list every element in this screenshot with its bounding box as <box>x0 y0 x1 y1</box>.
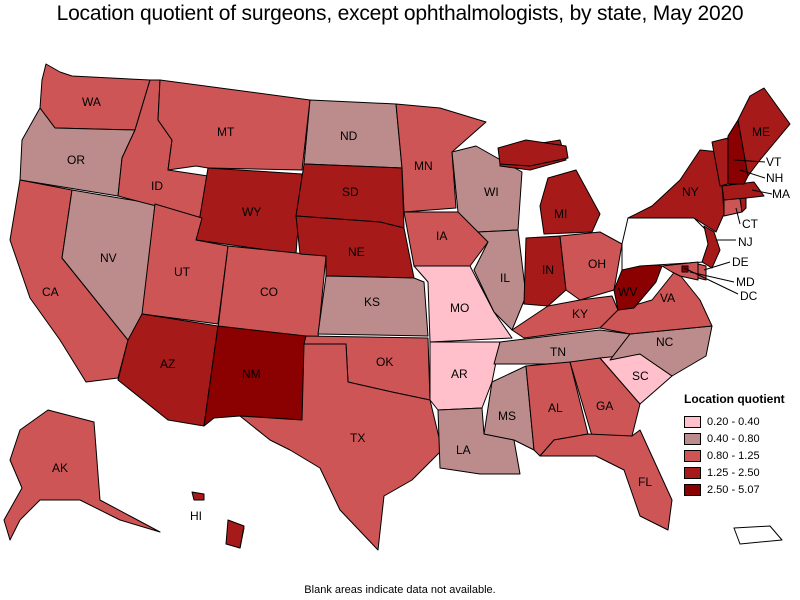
label-TX: TX <box>350 431 365 445</box>
label-TN: TN <box>550 345 566 359</box>
label-CA: CA <box>42 285 59 299</box>
state-MN[interactable] <box>395 103 487 213</box>
label-SD: SD <box>342 185 359 199</box>
label-NM: NM <box>242 367 261 381</box>
state-IL[interactable] <box>473 229 527 331</box>
legend-item: 1.25 - 2.50 <box>684 464 796 481</box>
label-UT: UT <box>174 265 191 279</box>
state-TX[interactable] <box>239 343 443 551</box>
label-OK: OK <box>376 355 393 369</box>
label-ND: ND <box>340 129 358 143</box>
label-LA: LA <box>456 443 471 457</box>
legend-label: 0.40 - 0.80 <box>707 432 760 445</box>
label-NH: NH <box>766 171 783 185</box>
legend-label: 2.50 - 5.07 <box>707 483 760 496</box>
legend-label: 0.20 - 0.40 <box>707 415 760 428</box>
label-NE: NE <box>348 245 365 259</box>
label-NJ: NJ <box>738 235 753 249</box>
state-CT[interactable] <box>723 197 743 217</box>
leader-lines <box>683 159 773 295</box>
label-KS: KS <box>364 295 380 309</box>
state-MA[interactable] <box>721 181 765 201</box>
state-LA[interactable] <box>437 407 521 475</box>
label-OH: OH <box>588 257 606 271</box>
label-ID: ID <box>151 179 163 193</box>
state-KS[interactable] <box>317 275 429 337</box>
label-MD: MD <box>736 275 755 289</box>
label-HI: HI <box>190 509 202 523</box>
state-NH[interactable] <box>727 119 749 185</box>
state-HI-big[interactable] <box>225 519 245 549</box>
legend-item: 0.80 - 1.25 <box>684 447 796 464</box>
map-title: Location quotient of surgeons, except op… <box>56 2 744 25</box>
state-KY[interactable] <box>511 295 619 339</box>
state-FL[interactable] <box>539 429 673 531</box>
state-IN[interactable] <box>523 235 567 307</box>
legend-title: Location quotient <box>684 392 785 406</box>
label-WV: WV <box>618 285 637 299</box>
legend-swatch <box>684 483 701 496</box>
label-MA: MA <box>772 187 790 201</box>
state-MS[interactable] <box>483 365 535 451</box>
label-KY: KY <box>572 307 588 321</box>
state-ME[interactable] <box>737 87 791 177</box>
footnote: Blank areas indicate data not available. <box>304 584 496 596</box>
state-HI-small[interactable] <box>191 491 205 501</box>
label-MN: MN <box>414 159 433 173</box>
label-SC: SC <box>632 369 649 383</box>
label-WY: WY <box>242 205 261 219</box>
label-NC: NC <box>656 335 674 349</box>
legend-swatch <box>684 449 701 462</box>
label-DE: DE <box>732 255 749 269</box>
legend-item: 0.40 - 0.80 <box>684 430 796 447</box>
label-MO: MO <box>450 301 469 315</box>
label-NV: NV <box>100 251 117 265</box>
label-CO: CO <box>260 285 278 299</box>
label-AL: AL <box>548 401 563 415</box>
label-IA: IA <box>436 229 447 243</box>
label-AK: AK <box>52 461 68 475</box>
legend: Location quotient 0.20 - 0.40 0.40 - 0.8… <box>684 392 796 498</box>
label-IN: IN <box>542 263 554 277</box>
label-CT: CT <box>742 217 759 231</box>
label-DC: DC <box>740 289 758 303</box>
state-MO[interactable] <box>413 265 513 343</box>
label-MI: MI <box>554 207 567 221</box>
label-MT: MT <box>217 125 235 139</box>
state-AK[interactable] <box>3 409 161 541</box>
label-WA: WA <box>82 95 101 109</box>
state-MI-upper[interactable] <box>497 139 569 167</box>
state-GA[interactable] <box>569 357 641 437</box>
label-VA: VA <box>660 291 675 305</box>
label-MS: MS <box>498 409 516 423</box>
label-FL: FL <box>638 475 652 489</box>
label-AR: AR <box>451 367 468 381</box>
label-VT: VT <box>766 155 782 169</box>
legend-label: 1.25 - 2.50 <box>707 466 760 479</box>
label-ME: ME <box>752 125 770 139</box>
state-MI-lower[interactable] <box>539 169 601 235</box>
legend-swatch <box>684 466 701 479</box>
legend-swatch <box>684 415 701 428</box>
label-IL: IL <box>500 271 510 285</box>
legend-item: 0.20 - 0.40 <box>684 413 796 430</box>
state-MD[interactable] <box>661 261 699 281</box>
legend-swatch <box>684 432 701 445</box>
label-AZ: AZ <box>160 357 175 371</box>
legend-label: 0.80 - 1.25 <box>707 449 760 462</box>
label-OR: OR <box>67 153 85 167</box>
label-GA: GA <box>596 399 613 413</box>
legend-item: 2.50 - 5.07 <box>684 481 796 498</box>
state-PR[interactable] <box>733 525 783 545</box>
label-WI: WI <box>484 185 499 199</box>
label-NY: NY <box>682 185 699 199</box>
